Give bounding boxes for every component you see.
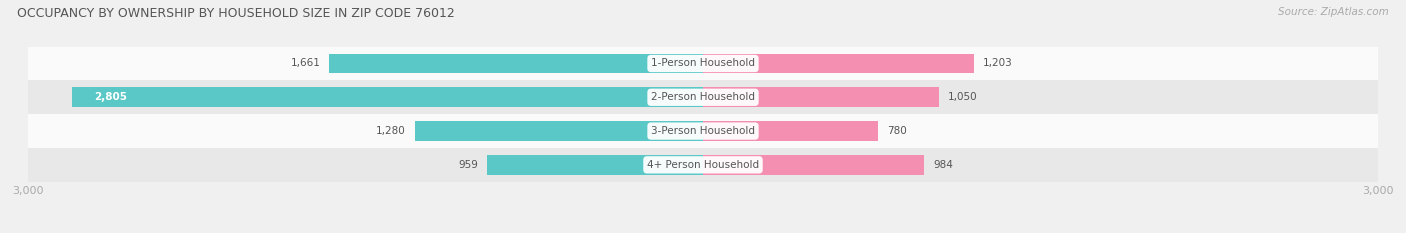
Bar bbox=[703, 54, 973, 73]
Bar bbox=[72, 87, 703, 107]
Text: 780: 780 bbox=[887, 126, 907, 136]
Text: 3-Person Household: 3-Person Household bbox=[651, 126, 755, 136]
Text: 1,050: 1,050 bbox=[948, 92, 977, 102]
Text: 959: 959 bbox=[458, 160, 478, 170]
Bar bbox=[415, 121, 703, 141]
Bar bbox=[28, 114, 1378, 148]
Text: 984: 984 bbox=[934, 160, 953, 170]
Text: 2,805: 2,805 bbox=[94, 92, 128, 102]
Bar bbox=[703, 121, 879, 141]
Bar bbox=[488, 155, 703, 175]
Text: OCCUPANCY BY OWNERSHIP BY HOUSEHOLD SIZE IN ZIP CODE 76012: OCCUPANCY BY OWNERSHIP BY HOUSEHOLD SIZE… bbox=[17, 7, 454, 20]
Text: 1-Person Household: 1-Person Household bbox=[651, 58, 755, 69]
Bar bbox=[703, 87, 939, 107]
Bar bbox=[329, 54, 703, 73]
Text: 1,280: 1,280 bbox=[377, 126, 406, 136]
Bar bbox=[28, 148, 1378, 182]
Bar bbox=[28, 80, 1378, 114]
Text: 1,661: 1,661 bbox=[291, 58, 321, 69]
Bar bbox=[703, 155, 924, 175]
Bar bbox=[28, 47, 1378, 80]
Text: Source: ZipAtlas.com: Source: ZipAtlas.com bbox=[1278, 7, 1389, 17]
Text: 1,203: 1,203 bbox=[983, 58, 1012, 69]
Text: 4+ Person Household: 4+ Person Household bbox=[647, 160, 759, 170]
Text: 2-Person Household: 2-Person Household bbox=[651, 92, 755, 102]
